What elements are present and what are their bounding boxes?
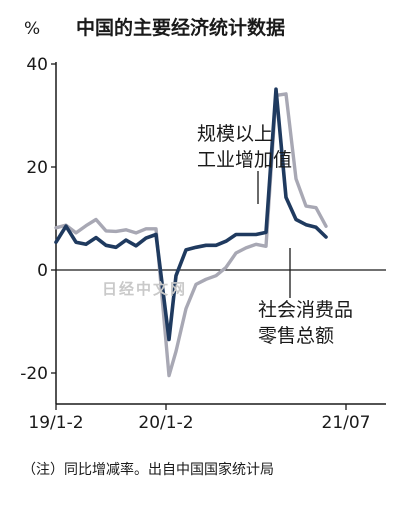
- x-ticks: 19/1-2 20/1-2 21/07: [28, 404, 371, 433]
- x-tick-label: 20/1-2: [138, 413, 193, 433]
- x-tick-label: 21/07: [322, 413, 371, 433]
- y-tick-label: 20: [26, 158, 48, 178]
- y-unit-label: %: [24, 19, 40, 39]
- y-tick-label: 0: [37, 261, 48, 281]
- series-line-retail-sales: [54, 92, 328, 378]
- annotation-industrial-output-line1: 规模以上: [197, 123, 273, 145]
- y-tick-label: 40: [26, 55, 48, 75]
- chart-title: 中国的主要经济统计数据: [76, 16, 285, 39]
- annotation-industrial-output: 规模以上 工业增加值: [197, 123, 292, 204]
- footnote: （注）同比增减率。出自中国国家统计局: [22, 461, 274, 478]
- annotation-retail-sales-line2: 零售总额: [258, 325, 334, 347]
- y-ticks: 40 20 0 -20: [20, 55, 56, 384]
- annotation-industrial-output-line2: 工业增加值: [197, 149, 292, 171]
- series-line-industrial-output: [54, 87, 328, 342]
- series-layer: [54, 87, 328, 378]
- annotation-retail-sales: 社会消费品 零售总额: [258, 248, 353, 347]
- y-tick-label: -20: [20, 364, 48, 384]
- x-tick-label: 19/1-2: [28, 413, 83, 433]
- watermark: 日经中文网: [102, 280, 187, 298]
- annotation-retail-sales-line1: 社会消费品: [258, 299, 353, 321]
